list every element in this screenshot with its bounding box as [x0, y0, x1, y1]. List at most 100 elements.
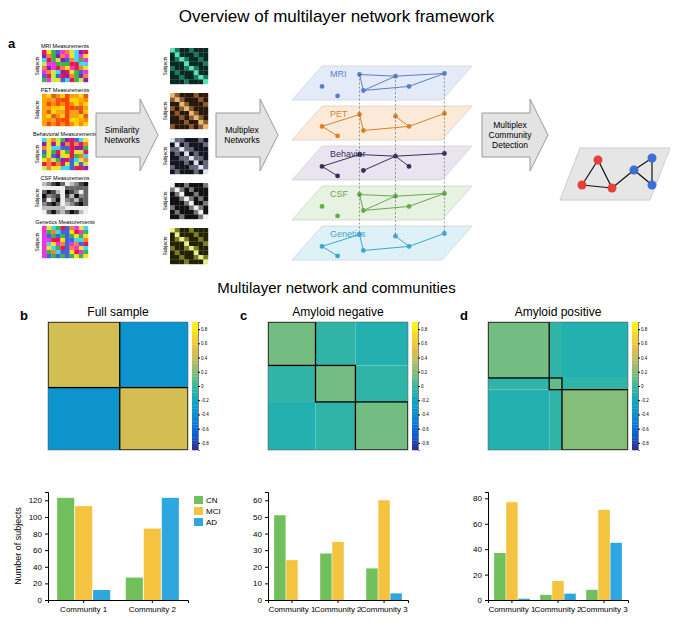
matrix-cell	[51, 114, 56, 118]
y-tick-label: 20	[253, 563, 262, 572]
colorbar-step	[192, 325, 198, 329]
interlayer-link	[395, 116, 396, 156]
matrix-cell	[199, 242, 204, 247]
axis-label: Subjects	[162, 191, 168, 211]
matrix-cell	[199, 233, 204, 238]
matrix-cell	[175, 170, 180, 175]
y-tick-mark	[45, 583, 48, 584]
matrix-cell	[65, 106, 70, 110]
axis-label: Subjects	[34, 188, 40, 208]
layer-node	[407, 244, 412, 249]
matrix-cell	[79, 242, 84, 246]
matrix-cell	[79, 238, 84, 242]
interlayer-link	[444, 193, 445, 233]
matrix-cell	[180, 152, 185, 157]
matrix-cell	[83, 254, 88, 258]
matrix-cell	[175, 66, 180, 71]
colorbar-step	[412, 399, 418, 403]
matrix-cell	[199, 197, 204, 202]
matrix-cell	[47, 114, 52, 118]
matrix-cell	[170, 120, 175, 125]
colorbar-tick-label: 0.6	[421, 341, 428, 346]
layer-node	[407, 84, 412, 89]
colorbar-step	[412, 386, 418, 390]
matrix-cell	[47, 186, 52, 190]
matrix-cell	[60, 138, 65, 142]
matrix-cell	[56, 66, 61, 70]
matrix-cell	[189, 161, 194, 166]
bar	[75, 506, 92, 600]
matrix-cell	[74, 166, 79, 170]
bar-panel: 0102030405060Community 1Community 2Commu…	[253, 493, 408, 614]
colorbar-step	[632, 360, 638, 364]
matrix-cell	[79, 66, 84, 70]
matrix-cell	[42, 210, 47, 214]
matrix-label: Behavioral Measurements	[33, 131, 97, 137]
matrix-cell	[175, 192, 180, 197]
colorbar-step	[632, 357, 638, 361]
matrix-cell	[56, 226, 61, 230]
matrix-cell	[189, 102, 194, 107]
arrow-shape	[216, 99, 278, 171]
colorbar-step	[412, 424, 418, 428]
matrix-cell	[194, 237, 199, 242]
matrix-cell	[194, 197, 199, 202]
matrix-cell	[70, 94, 75, 98]
x-axis: Community 1Community 2Community 3	[488, 600, 628, 614]
interlayer-link	[359, 75, 360, 115]
matrix-cell	[83, 202, 88, 206]
matrix-cell	[79, 154, 84, 158]
matrix-cell	[56, 110, 61, 114]
matrix-cell	[70, 202, 75, 206]
matrix-cell	[184, 251, 189, 256]
matrix-cell	[194, 98, 199, 103]
colorbar-tick-mark	[418, 358, 420, 359]
layer-edge	[363, 86, 409, 90]
matrix-cell	[189, 156, 194, 161]
colorbar-tick-label: 0.2	[421, 370, 428, 375]
heatmap-cell	[120, 388, 188, 450]
matrix-cell	[56, 206, 61, 210]
matrix-cell	[60, 250, 65, 254]
colorbar-tick-mark	[638, 358, 640, 359]
matrix-cell	[79, 202, 84, 206]
matrix-cell	[175, 242, 180, 247]
matrix-cell	[184, 102, 189, 107]
matrix-cell	[60, 226, 65, 230]
network-node	[648, 181, 657, 190]
matrix-cell	[194, 125, 199, 130]
matrix-cell	[51, 74, 56, 78]
colorbar-tick-mark	[198, 400, 200, 401]
matrix-cell	[74, 74, 79, 78]
matrix-cell	[83, 186, 88, 190]
y-tick: 40	[253, 530, 268, 539]
colorbar-tick-mark	[198, 329, 200, 330]
layer-node	[361, 128, 366, 133]
matrix-cell	[47, 74, 52, 78]
matrix-cell	[194, 206, 199, 211]
matrix-cell	[83, 66, 88, 70]
matrix-cell	[51, 62, 56, 66]
colorbar-step	[412, 431, 418, 435]
matrix-cell	[60, 190, 65, 194]
matrix-cell	[79, 122, 84, 126]
matrix-cell	[203, 138, 208, 143]
plot-frame	[268, 322, 408, 450]
matrix-cell	[184, 62, 189, 67]
colorbar-tick-mark	[418, 443, 420, 444]
matrix-cell	[51, 158, 56, 162]
network-node	[630, 166, 639, 175]
colorbar-step	[192, 383, 198, 387]
colorbar-step	[192, 447, 198, 451]
matrix-cell	[42, 118, 47, 122]
y-tick-label: 40	[473, 545, 482, 554]
heatmap-cell	[549, 390, 562, 450]
matrix-cell	[189, 188, 194, 193]
matrix-cell	[184, 66, 189, 71]
bar	[320, 553, 331, 600]
heatmap-cell	[48, 388, 120, 450]
y-tick: 40	[33, 563, 48, 572]
colorbar-step	[412, 373, 418, 377]
matrix-cell	[180, 228, 185, 233]
colorbar-step	[192, 341, 198, 345]
